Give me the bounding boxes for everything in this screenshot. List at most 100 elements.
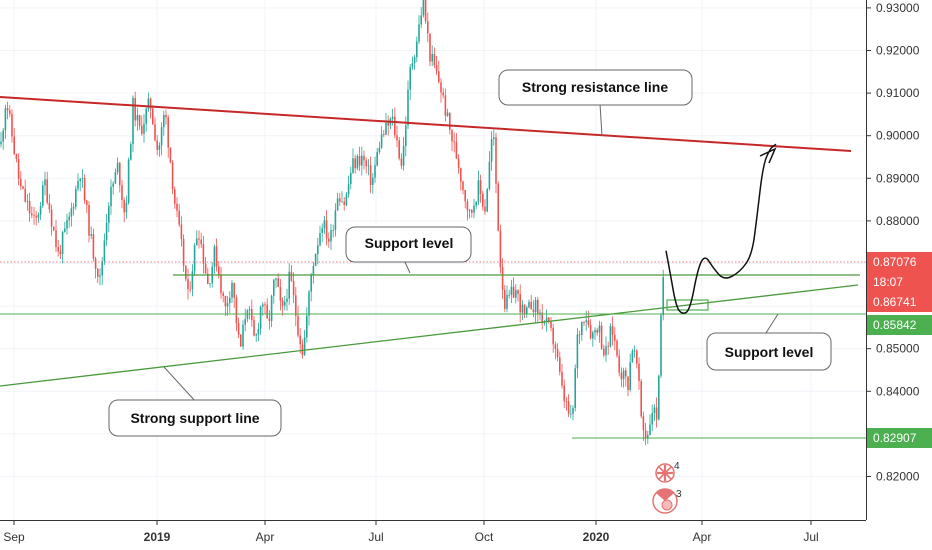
candle-body: [323, 220, 326, 229]
candle-body: [13, 136, 15, 154]
price-badge-bg: [867, 272, 932, 292]
candle-body: [154, 124, 156, 141]
event-marker-uk-flag[interactable]: 4: [655, 461, 680, 483]
candle-body: [321, 228, 323, 234]
candle-body: [530, 301, 532, 310]
candle-body: [658, 375, 660, 420]
callout-strong-resistance: Strong resistance line: [498, 69, 693, 137]
candle-body: [352, 158, 354, 173]
candle-body: [79, 178, 81, 182]
y-tick-label: 0.93000: [876, 1, 920, 15]
candle-body: [251, 309, 253, 321]
candle-body: [510, 286, 513, 295]
candle-body: [77, 181, 79, 189]
candle-body: [396, 135, 398, 141]
event-marker-eu-flag[interactable]: 3: [652, 488, 682, 514]
candle-body: [244, 318, 246, 325]
candle-body: [356, 155, 359, 169]
candle-body: [341, 201, 343, 203]
candle-body: [662, 277, 664, 316]
candle-body: [130, 144, 132, 160]
candle-body: [15, 153, 18, 160]
candle-body: [37, 214, 40, 218]
candle-body: [31, 213, 33, 216]
candle-body: [138, 115, 141, 126]
candle-body: [339, 198, 341, 202]
candle-body: [288, 271, 290, 299]
candle-body: [504, 289, 506, 309]
candle-body: [292, 280, 295, 296]
callout-strong-resistance-text: Strong resistance line: [522, 79, 668, 95]
candle-body: [160, 127, 163, 146]
candle-body: [539, 312, 541, 314]
candle-body: [4, 108, 7, 131]
candle-body: [581, 321, 583, 335]
candle-body: [394, 116, 396, 136]
callout-support-level-lower-text: Support level: [725, 344, 814, 360]
candle-body: [636, 350, 638, 364]
candle-body: [464, 190, 466, 202]
candle-body: [33, 215, 35, 217]
candle-body: [468, 209, 471, 211]
candle-body: [242, 324, 244, 347]
candle-body: [17, 159, 20, 179]
candle-body: [284, 301, 286, 306]
candle-body: [81, 178, 84, 179]
candle-body: [592, 332, 594, 339]
candle-body: [548, 317, 550, 322]
candle-body: [167, 117, 169, 148]
x-tick-label: Sep: [3, 530, 25, 544]
candle-body: [587, 320, 590, 325]
candle-body: [28, 200, 31, 214]
candle-body: [488, 161, 491, 190]
candle-body: [310, 275, 312, 292]
candle-body: [442, 92, 444, 96]
candle-body: [565, 401, 568, 402]
candle-body: [372, 177, 374, 186]
candle-body: [35, 216, 37, 218]
candle-body: [182, 238, 185, 266]
candle-body: [319, 233, 321, 246]
overlays: [0, 96, 866, 439]
candle-body: [400, 158, 403, 166]
candle-body: [365, 160, 367, 167]
candle-body: [559, 357, 561, 372]
candle-body: [653, 407, 656, 414]
candle-body: [11, 113, 13, 137]
candle-body: [171, 162, 174, 190]
support-trend-line: [0, 284, 859, 387]
candle-body: [598, 325, 601, 333]
candle-body: [462, 181, 464, 191]
candle-body: [165, 114, 167, 118]
candle-body: [429, 33, 431, 62]
candle-body: [24, 188, 26, 202]
candle-body: [336, 198, 339, 211]
candle-body: [6, 108, 9, 111]
candle-body: [299, 335, 301, 345]
candle-body: [473, 205, 475, 213]
price-badge-label: 0.82907: [873, 431, 917, 445]
candle-body: [350, 172, 352, 185]
candle-body: [345, 194, 348, 205]
candle-body: [136, 115, 139, 121]
candle-body: [651, 413, 653, 425]
candle-body: [42, 185, 44, 207]
candle-body: [266, 304, 268, 319]
candle-body: [574, 368, 576, 409]
candle-body: [119, 162, 121, 186]
candle-body: [385, 122, 387, 135]
candle-body: [490, 139, 493, 162]
candle-body: [431, 53, 433, 62]
candle-body: [312, 265, 315, 276]
candle-body: [145, 108, 147, 124]
candle-body: [521, 304, 524, 313]
candle-body: [143, 123, 145, 134]
candle-body: [235, 297, 238, 324]
candle-body: [369, 165, 372, 186]
candle-body: [123, 199, 125, 213]
candle-body: [343, 201, 345, 205]
candle-body: [550, 321, 552, 328]
candle-body: [53, 226, 55, 231]
candle-body: [528, 301, 530, 308]
candle-body: [59, 251, 62, 255]
